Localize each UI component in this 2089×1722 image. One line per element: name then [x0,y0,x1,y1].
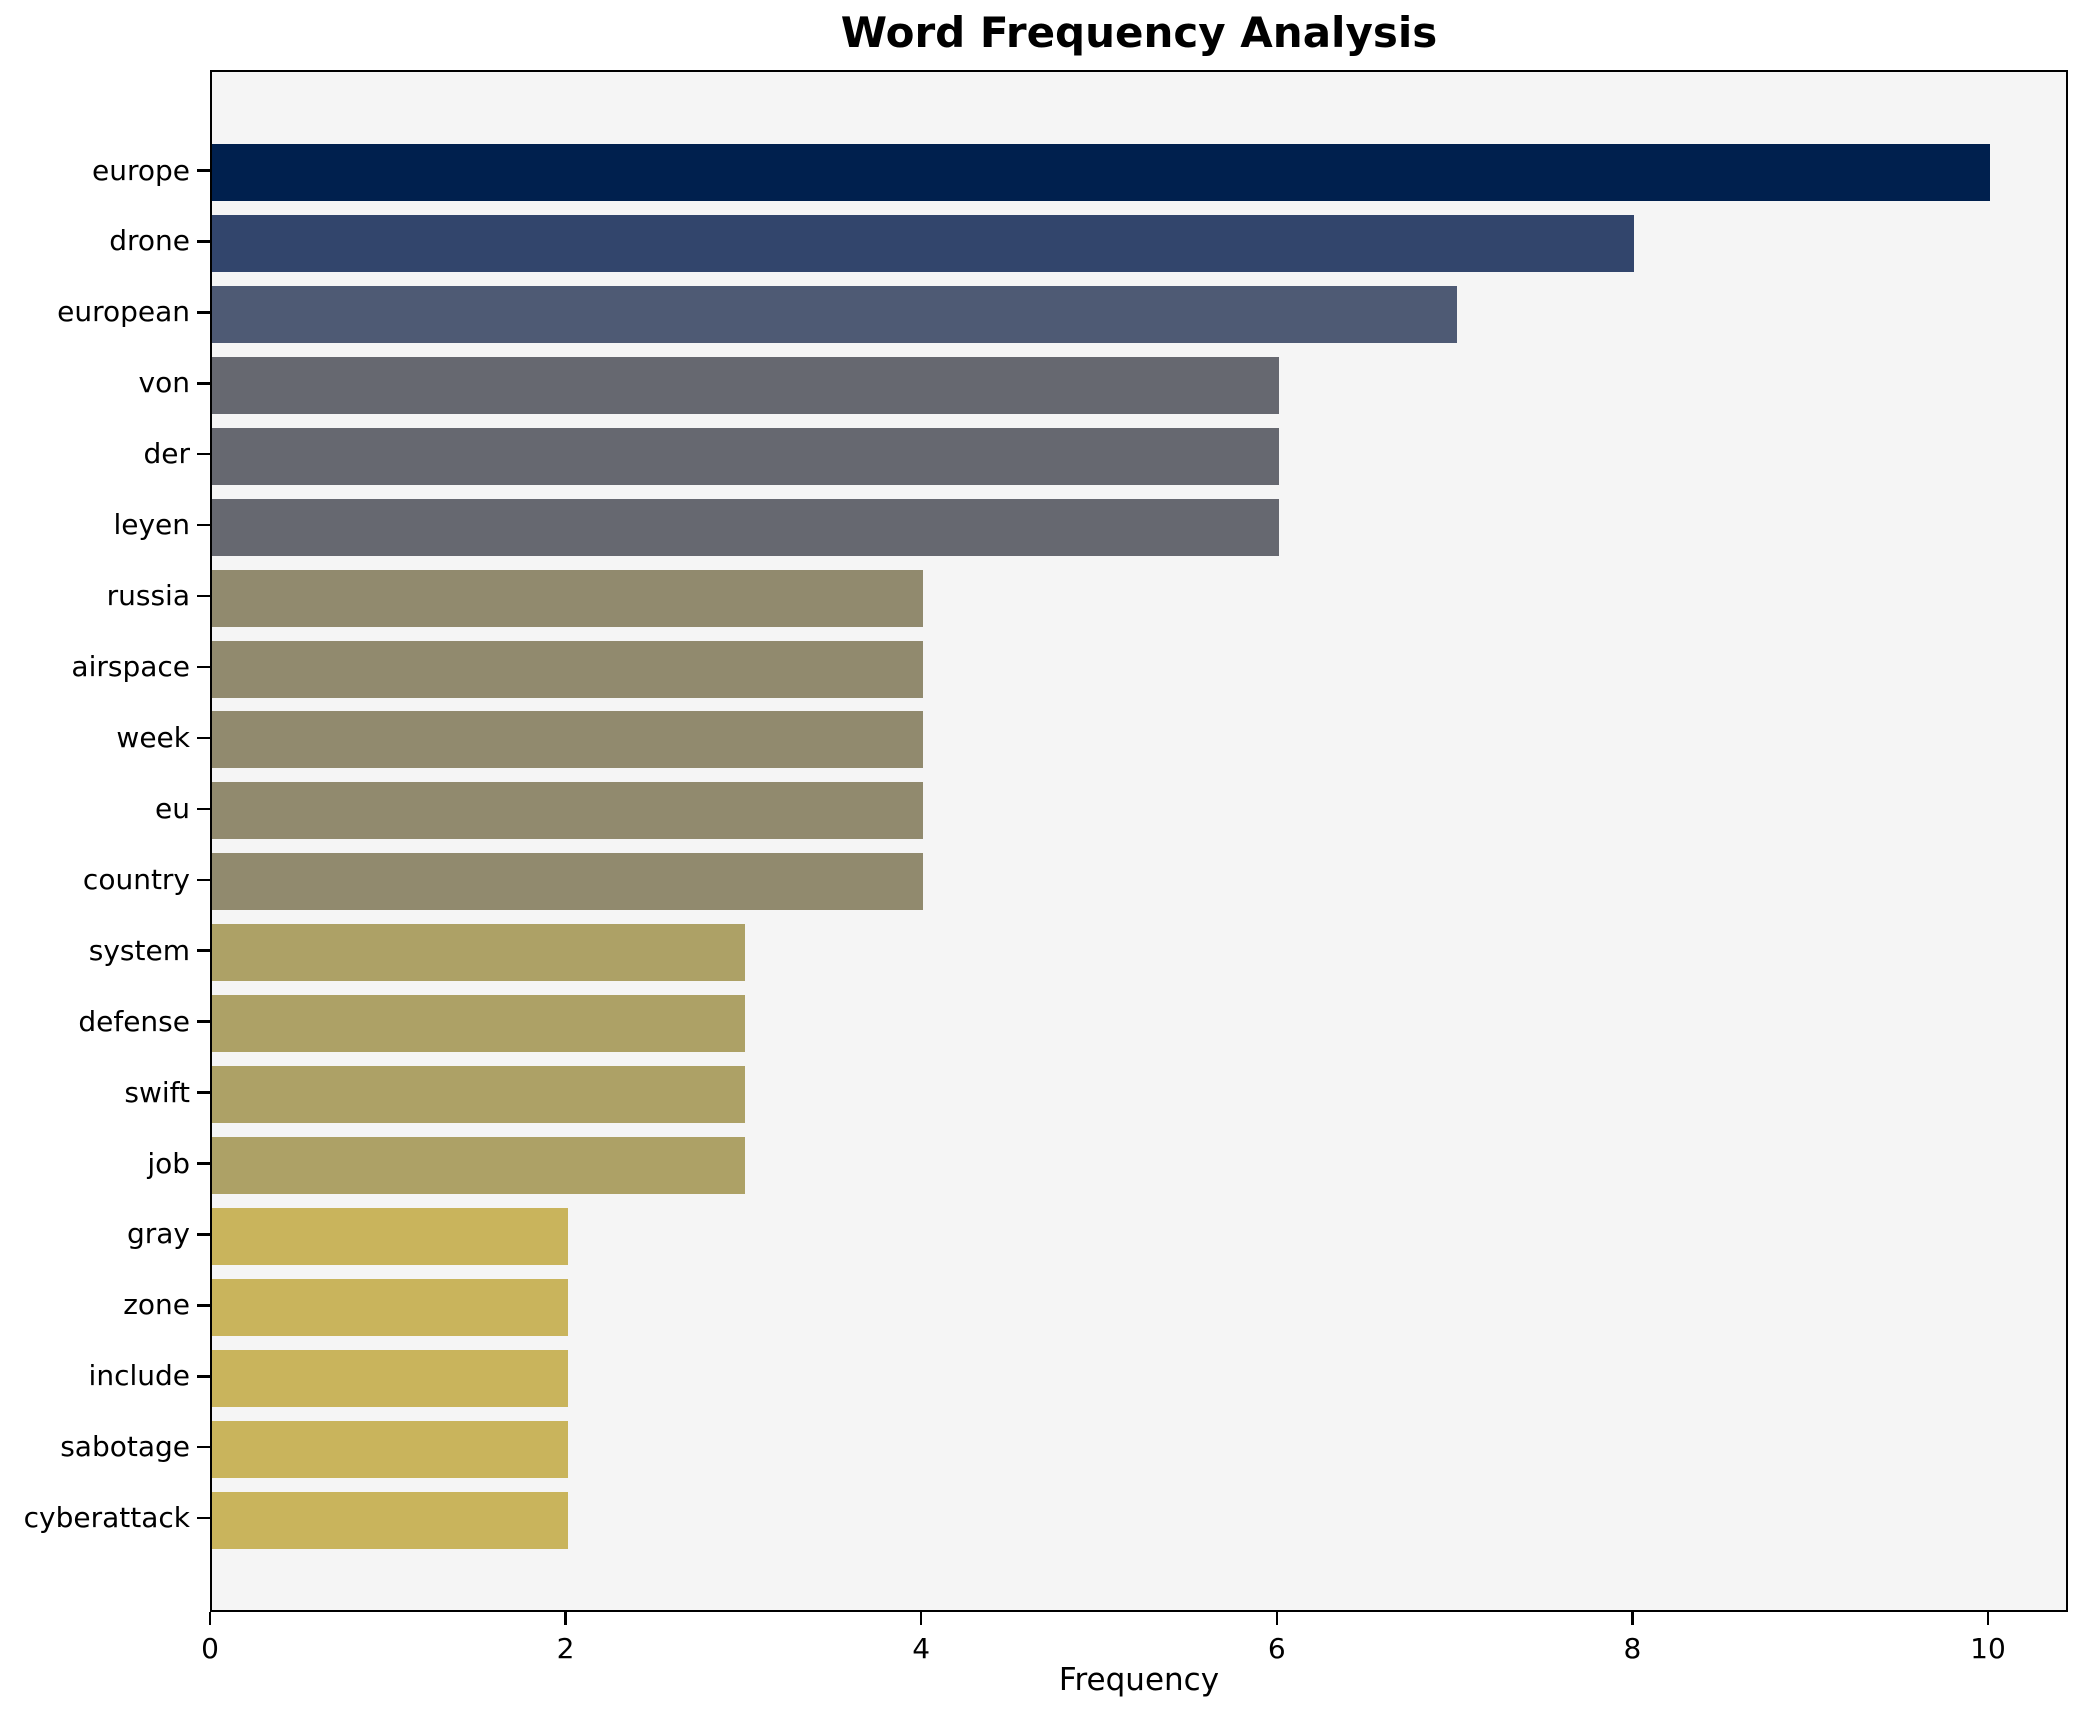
bar-russia [212,569,924,627]
y-tick-label-europe: europe [92,153,190,187]
y-tick-label-sabotage: sabotage [60,1430,190,1464]
y-tick-gray [197,1233,210,1236]
y-tick-label-defense: defense [78,1004,190,1038]
x-tick-10 [1986,1612,1990,1625]
bar-eu [212,782,924,840]
x-tick-label-10: 10 [1970,1632,2006,1665]
y-tick-label-week: week [116,720,190,754]
bar-defense [212,995,746,1053]
x-tick-0 [208,1612,212,1625]
y-tick-cyberattack [197,1516,210,1520]
bar-week [212,711,924,769]
y-tick-label-drone: drone [109,224,190,258]
bar-country [212,853,924,911]
chart-title: Word Frequency Analysis [840,8,1438,57]
y-tick-leyen [197,523,210,527]
y-tick-label-country: country [82,862,190,896]
x-tick-4 [919,1612,923,1625]
y-tick-label-cyberattack: cyberattack [23,1501,190,1535]
bar-zone [212,1278,568,1336]
y-tick-eu [197,807,210,811]
y-tick-europe [197,169,210,172]
y-tick-zone [197,1304,210,1307]
bar-der [212,427,1279,485]
y-tick-country [197,878,210,882]
y-tick-von [197,382,210,385]
y-tick-drone [197,240,210,243]
bar-gray [212,1207,568,1265]
y-tick-defense [197,1020,210,1023]
x-axis-label: Frequency [1058,1662,1220,1698]
x-tick-label-0: 0 [201,1632,219,1665]
y-tick-label-job: job [147,1146,190,1180]
y-tick-label-russia: russia [106,579,190,613]
y-tick-label-leyen: leyen [113,508,190,542]
x-tick-8 [1631,1612,1634,1625]
y-tick-label-airspace: airspace [71,650,190,683]
y-tick-swift [197,1091,210,1094]
bar-include [212,1349,568,1407]
bar-system [212,924,746,982]
y-tick-include [197,1375,210,1378]
y-tick-european [197,311,210,314]
y-tick-label-zone: zone [123,1288,190,1322]
bar-cyberattack [212,1491,568,1549]
y-tick-label-include: include [88,1359,190,1393]
y-tick-label-swift: swift [124,1075,190,1109]
y-tick-russia [197,594,210,598]
y-tick-job [197,1162,210,1165]
y-tick-system [197,949,210,952]
bar-von [212,356,1279,414]
bar-sabotage [212,1420,568,1478]
y-tick-label-system: system [88,933,190,967]
y-tick-label-von: von [138,366,190,400]
bar-airspace [212,640,924,698]
y-tick-label-gray: gray [126,1217,190,1251]
x-tick-6 [1275,1612,1279,1625]
x-tick-label-4: 4 [912,1632,931,1665]
x-tick-label-6: 6 [1267,1632,1286,1665]
y-tick-label-eu: eu [155,791,190,825]
bar-leyen [212,498,1279,556]
plot-area [210,70,2068,1612]
y-tick-label-european: european [57,295,190,329]
y-tick-label-der: der [143,437,190,471]
y-tick-airspace [197,665,210,669]
y-tick-sabotage [197,1445,210,1449]
bar-swift [212,1066,746,1124]
bar-drone [212,214,1635,272]
bar-european [212,285,1457,343]
x-tick-label-8: 8 [1623,1632,1642,1665]
x-tick-label-2: 2 [556,1632,575,1665]
bar-job [212,1137,746,1195]
y-tick-der [197,452,210,456]
x-tick-2 [564,1612,567,1625]
y-tick-week [197,736,210,740]
bar-europe [212,144,1990,201]
